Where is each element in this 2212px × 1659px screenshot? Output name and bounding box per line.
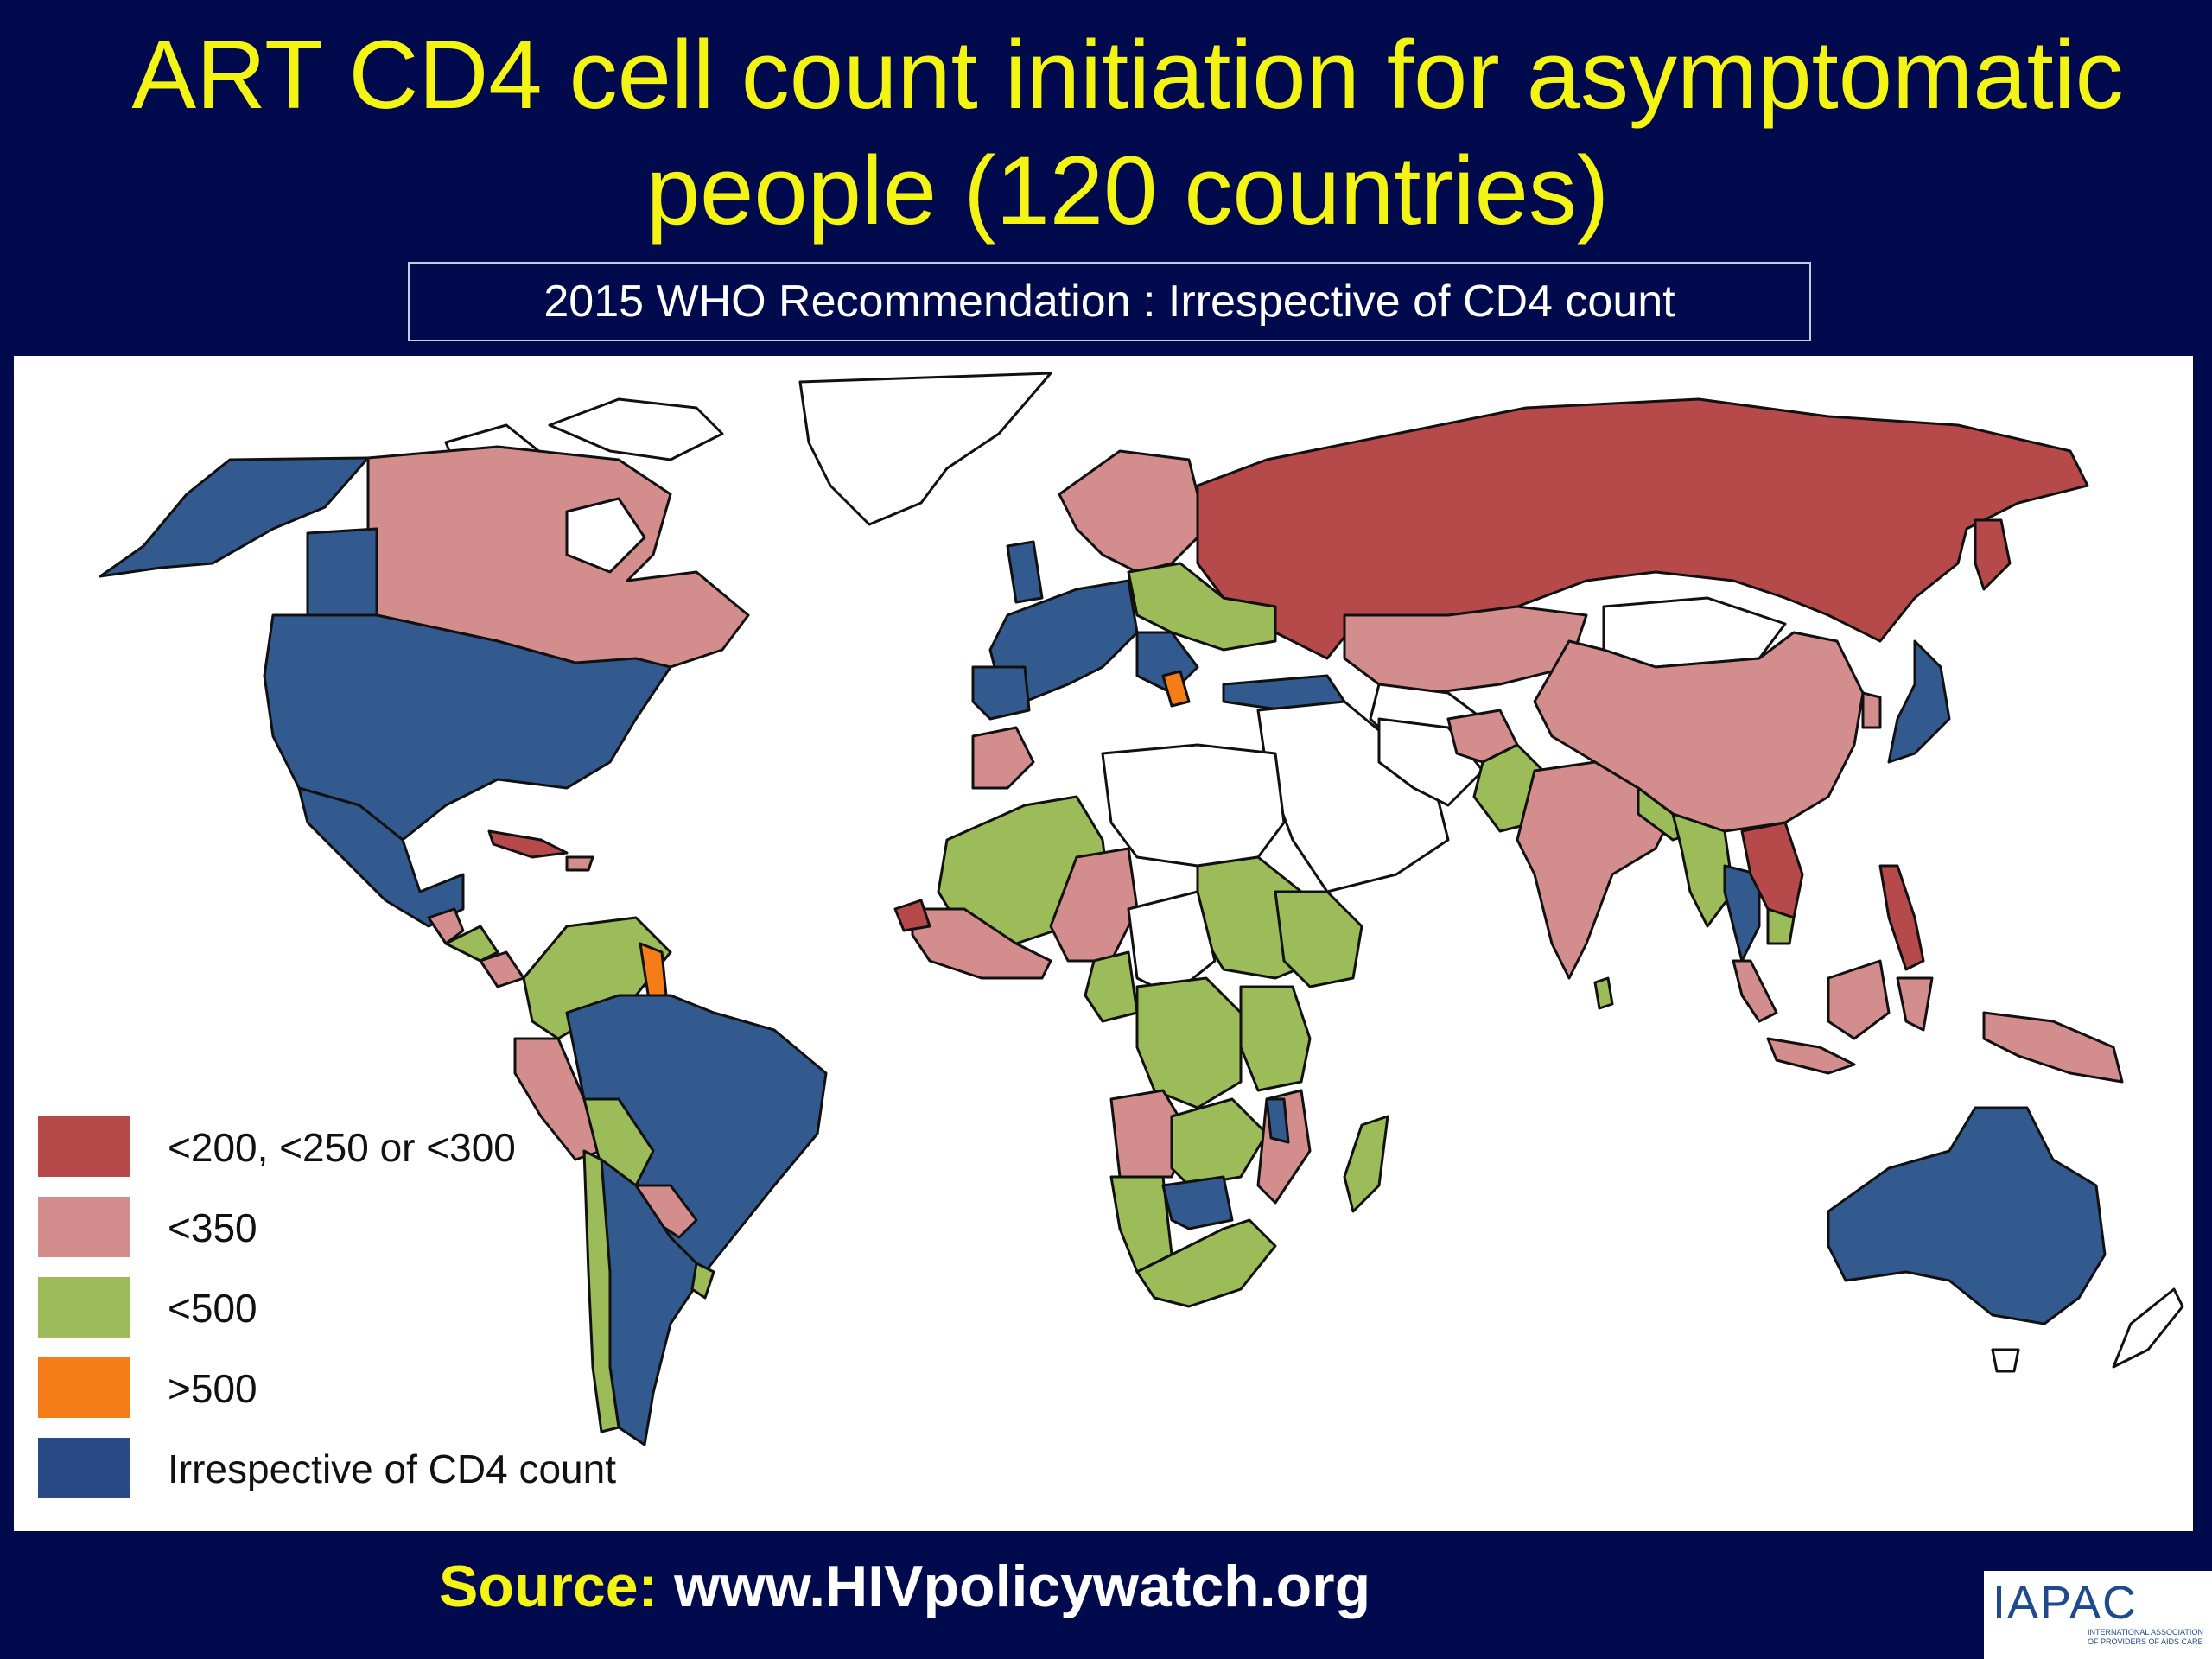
kamchatka	[1974, 518, 2012, 591]
gambia	[893, 899, 931, 932]
cuba	[487, 830, 569, 859]
world-map	[99, 372, 2184, 1446]
logo-wordmark: IAPAC	[1993, 1577, 2139, 1629]
source-line: Source: www.HIVpolicywatch.org	[439, 1552, 1370, 1621]
legend-label-lt350: <350	[168, 1205, 257, 1250]
morocco	[971, 726, 1035, 790]
central-america-c	[479, 950, 525, 988]
japan	[1887, 639, 1951, 764]
east-africa	[1239, 985, 1312, 1092]
who-recommendation-box: 2015 WHO Recommendation : Irrespective o…	[408, 262, 1811, 341]
papua	[1982, 1011, 2124, 1084]
scandinavia	[1058, 449, 1208, 574]
iapac-logo: IAPAC INTERNATIONAL ASSOCIATION OF PROVI…	[1984, 1571, 2212, 1659]
logo-tagline: INTERNATIONAL ASSOCIATION OF PROVIDERS O…	[2088, 1628, 2203, 1646]
kazakhstan	[1343, 605, 1588, 695]
sulawesi	[1896, 976, 1934, 1032]
new-zealand	[2112, 1287, 2184, 1369]
borneo	[1827, 959, 1891, 1040]
west-africa-coast	[911, 907, 1052, 980]
eastern-europe-green	[1127, 562, 1277, 652]
suriname	[639, 942, 668, 1001]
uk	[1006, 540, 1044, 604]
central-america-a	[427, 907, 465, 945]
legend-label-lt500: <500	[168, 1286, 257, 1331]
mexico	[297, 786, 465, 928]
malaysia	[1732, 959, 1778, 1023]
south-africa	[1135, 1218, 1277, 1308]
drc	[1135, 976, 1243, 1109]
cameroon	[1084, 950, 1139, 1023]
chile	[582, 1149, 620, 1433]
cambodia	[1766, 907, 1796, 945]
greenland	[798, 372, 1052, 526]
title-line-2: people (120 countries)	[645, 137, 1610, 245]
arctic-islands	[548, 397, 724, 461]
legend-swatch-lt300	[38, 1116, 130, 1177]
malawi	[1265, 1097, 1290, 1144]
ethiopia	[1274, 890, 1363, 988]
india	[1516, 760, 1675, 980]
myanmar	[1671, 812, 1735, 928]
australia	[1827, 1106, 2107, 1325]
korea	[1861, 691, 1882, 729]
central-africa-white	[1127, 890, 1217, 997]
sri-lanka	[1593, 976, 1614, 1010]
indonesia	[1766, 1037, 1856, 1075]
slide-title: ART CD4 cell count initiation for asympt…	[78, 17, 2177, 249]
zambia-zimbabwe	[1170, 1097, 1268, 1187]
hispaniola	[565, 855, 594, 872]
central-america-b	[444, 925, 499, 963]
western-canada-region	[306, 527, 378, 617]
world-map-panel: <200, <250 or <300 <350 <500 >500 Irresp…	[14, 356, 2193, 1531]
legend-label-lt300: <200, <250 or <300	[168, 1125, 516, 1170]
united-states	[263, 613, 672, 842]
mongolia	[1602, 596, 1787, 669]
legend-label-gt500: >500	[168, 1366, 257, 1411]
legend-swatch-lt350	[38, 1197, 130, 1257]
russia	[1196, 397, 2089, 660]
legend-swatch-lt500	[38, 1277, 130, 1338]
botswana	[1161, 1175, 1234, 1230]
madagascar	[1343, 1115, 1389, 1213]
iberia	[971, 665, 1031, 721]
source-url-link[interactable]: www.HIVpolicywatch.org	[674, 1554, 1371, 1619]
china	[1533, 631, 1865, 833]
balkans-orange	[1161, 670, 1191, 708]
alaska	[99, 456, 370, 578]
namibia	[1109, 1175, 1173, 1274]
hudson-bay	[565, 497, 646, 574]
philippines	[1878, 864, 1925, 971]
libya-egypt	[1101, 743, 1286, 868]
tasmania	[1991, 1348, 2020, 1373]
legend-swatch-gt500	[38, 1357, 130, 1418]
uruguay	[690, 1262, 715, 1300]
source-prefix: Source	[439, 1554, 639, 1619]
legend-swatch-irrespective	[38, 1438, 130, 1498]
title-line-1: ART CD4 cell count initiation for asympt…	[131, 21, 2124, 129]
legend-label-irrespective: Irrespective of CD4 count	[168, 1446, 617, 1491]
source-colon: :	[638, 1554, 658, 1619]
